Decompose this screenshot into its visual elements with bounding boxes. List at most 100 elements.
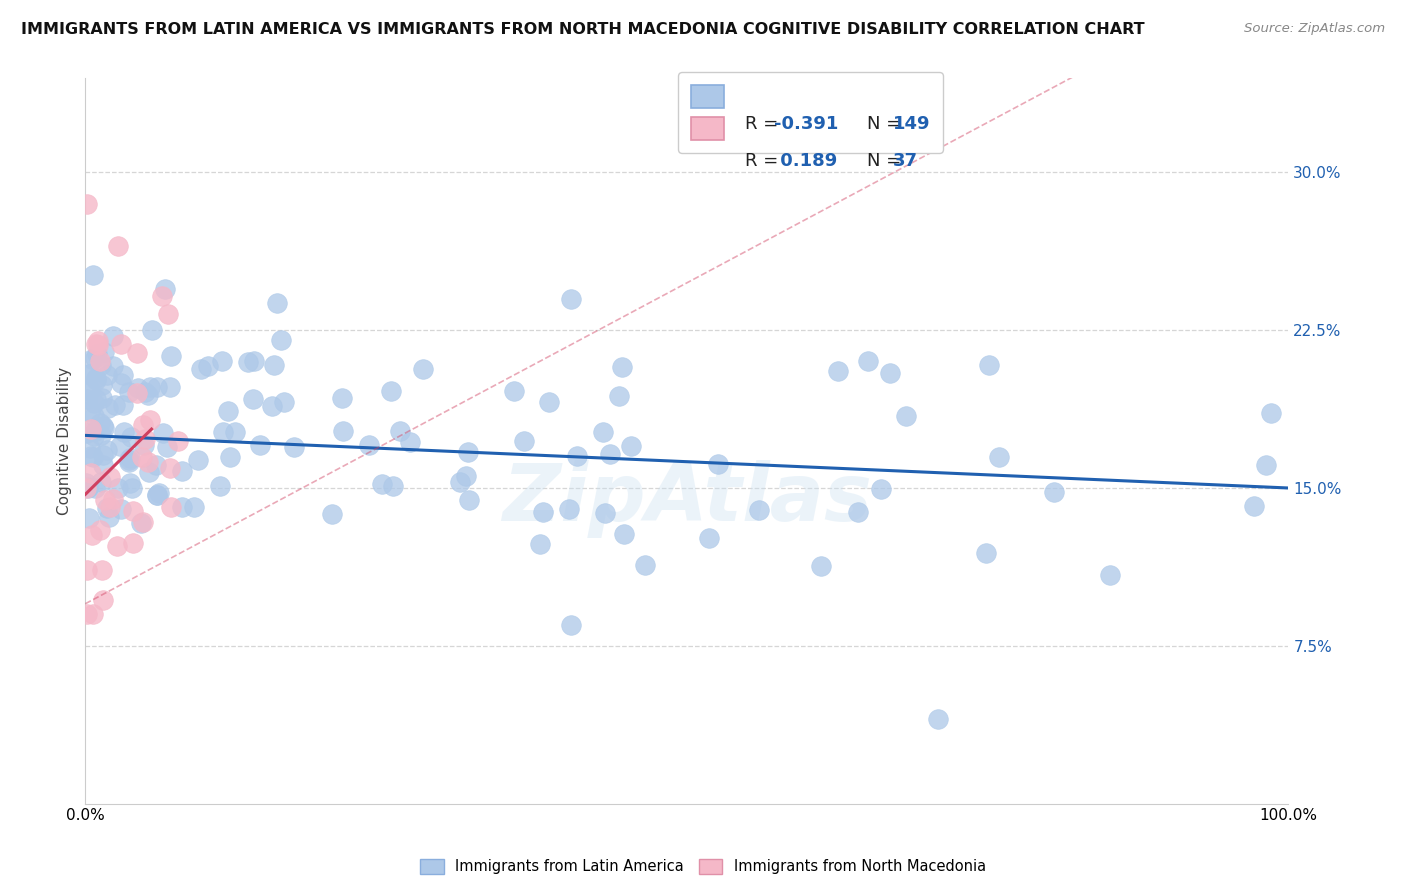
Text: R =: R =: [745, 115, 779, 133]
Point: [91, 458, 114, 473]
Text: -0.391: -0.391: [775, 115, 839, 133]
Point: [263, 358, 285, 372]
Point: [120, 430, 142, 444]
Point: [82, 268, 104, 282]
Point: [894, 409, 917, 423]
Point: [84, 481, 107, 495]
Text: N =: N =: [866, 115, 901, 133]
Point: [613, 526, 636, 541]
Point: [160, 500, 183, 514]
Point: [127, 385, 149, 400]
Point: [449, 475, 471, 489]
Point: [262, 400, 284, 414]
Point: [76, 607, 98, 622]
Point: [129, 516, 152, 530]
Point: [132, 417, 155, 432]
Point: [172, 500, 194, 515]
Point: [138, 465, 160, 479]
Point: [77, 383, 100, 397]
Point: [103, 491, 125, 506]
Point: [1098, 568, 1121, 582]
Point: [75, 425, 97, 440]
Point: [107, 239, 129, 253]
Text: ZipAtlas: ZipAtlas: [502, 459, 872, 538]
Point: [110, 501, 132, 516]
Point: [457, 444, 479, 458]
Point: [91, 563, 114, 577]
Point: [330, 391, 353, 405]
Y-axis label: Cognitive Disability: Cognitive Disability: [58, 367, 72, 515]
Point: [212, 425, 235, 439]
Point: [83, 429, 105, 443]
Point: [697, 531, 720, 545]
Point: [76, 197, 98, 211]
Point: [160, 350, 183, 364]
Point: [79, 441, 101, 455]
Point: [89, 523, 111, 537]
Point: [93, 344, 115, 359]
Point: [91, 391, 114, 405]
Point: [398, 435, 420, 450]
Point: [273, 395, 295, 409]
Point: [183, 500, 205, 514]
Point: [134, 385, 156, 400]
Point: [150, 289, 173, 303]
Point: [856, 354, 879, 368]
Point: [153, 282, 176, 296]
Point: [84, 374, 107, 388]
Point: [134, 438, 156, 452]
Point: [107, 481, 129, 495]
Point: [156, 440, 179, 454]
Point: [159, 380, 181, 394]
Text: N =: N =: [866, 153, 901, 170]
Point: [83, 409, 105, 423]
Point: [77, 367, 100, 381]
Point: [93, 418, 115, 433]
Point: [76, 480, 98, 494]
Point: [83, 396, 105, 410]
Point: [91, 593, 114, 607]
Point: [560, 292, 582, 306]
Point: [846, 505, 869, 519]
Point: [156, 307, 179, 321]
Point: [89, 354, 111, 368]
Point: [112, 425, 135, 439]
Point: [607, 389, 630, 403]
Point: [75, 482, 97, 496]
Point: [136, 455, 159, 469]
Point: [96, 368, 118, 382]
Point: [388, 424, 411, 438]
Text: 0.189: 0.189: [775, 153, 838, 170]
Point: [243, 354, 266, 368]
Point: [90, 475, 112, 489]
Point: [110, 376, 132, 390]
Point: [612, 359, 634, 374]
Point: [1254, 458, 1277, 472]
Point: [120, 451, 142, 466]
Point: [270, 333, 292, 347]
Text: IMMIGRANTS FROM LATIN AMERICA VS IMMIGRANTS FROM NORTH MACEDONIA COGNITIVE DISAB: IMMIGRANTS FROM LATIN AMERICA VS IMMIGRA…: [21, 22, 1144, 37]
Point: [146, 380, 169, 394]
Point: [97, 401, 120, 416]
Point: [80, 422, 103, 436]
Point: [134, 432, 156, 446]
Point: [707, 457, 730, 471]
Point: [381, 479, 404, 493]
Point: [190, 361, 212, 376]
Text: Source: ZipAtlas.com: Source: ZipAtlas.com: [1244, 22, 1385, 36]
Point: [84, 392, 107, 407]
Point: [127, 346, 149, 360]
Point: [93, 420, 115, 434]
Point: [80, 352, 103, 367]
Point: [98, 510, 121, 524]
Point: [167, 434, 190, 448]
Point: [266, 296, 288, 310]
Point: [79, 467, 101, 481]
Point: [101, 329, 124, 343]
Point: [217, 403, 239, 417]
Point: [122, 535, 145, 549]
Point: [94, 493, 117, 508]
Point: [80, 449, 103, 463]
Point: [412, 361, 434, 376]
Point: [211, 354, 233, 368]
